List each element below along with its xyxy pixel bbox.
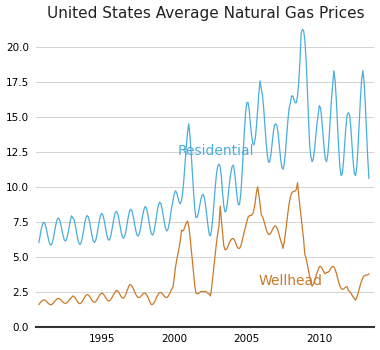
- Title: United States Average Natural Gas Prices: United States Average Natural Gas Prices: [47, 6, 364, 21]
- Text: Wellhead: Wellhead: [258, 274, 322, 288]
- Text: Residential: Residential: [177, 144, 254, 158]
